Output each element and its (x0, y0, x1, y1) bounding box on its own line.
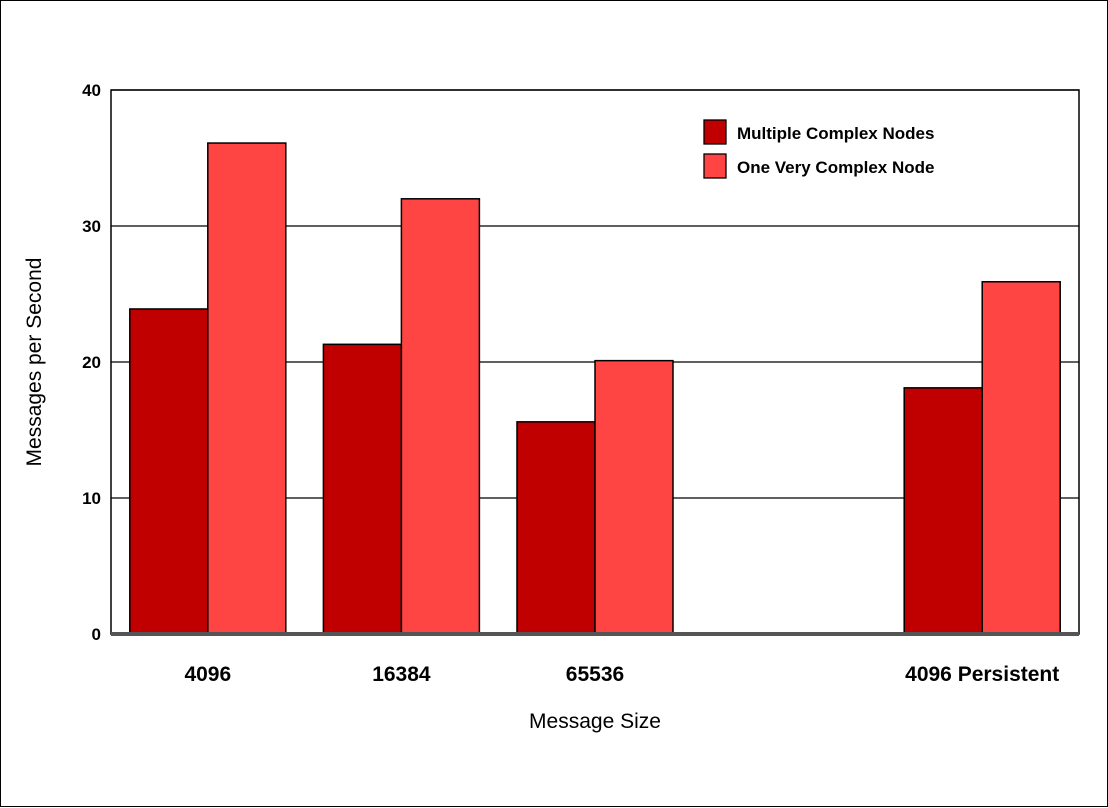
x-category-label: 4096 (184, 663, 231, 686)
bar-multiple-complex-nodes (129, 308, 209, 635)
legend-swatch (703, 153, 727, 179)
bar-multiple-complex-nodes (903, 387, 983, 635)
legend-label: One Very Complex Node (737, 158, 934, 177)
x-category-label: 65536 (566, 663, 624, 686)
legend: Multiple Complex Nodes One Very Complex N… (703, 119, 934, 179)
bar-multiple-complex-nodes (322, 343, 403, 635)
x-category-label: 16384 (372, 663, 431, 686)
y-tick-label: 10 (82, 489, 101, 508)
bar-one-very-complex-node (981, 281, 1061, 635)
x-axis-title: Message Size (529, 710, 661, 733)
y-tick-label: 20 (82, 353, 101, 372)
bar-one-very-complex-node (207, 142, 287, 635)
legend-swatch (703, 119, 727, 145)
y-tick-label: 40 (82, 81, 101, 100)
y-tick-labels: 0 10 20 30 40 (82, 81, 101, 644)
y-tick-label: 0 (92, 625, 101, 644)
legend-label: Multiple Complex Nodes (737, 124, 934, 143)
x-category-label: 4096 Persistent (905, 663, 1059, 686)
bar-one-very-complex-node (400, 198, 481, 635)
bars (129, 142, 1061, 635)
y-axis-title: Messages per Second (23, 258, 46, 467)
bar-multiple-complex-nodes (516, 421, 596, 635)
bar-one-very-complex-node (594, 359, 674, 635)
axes (110, 89, 1080, 636)
y-tick-label: 30 (82, 217, 101, 236)
x-category-labels: 4096 16384 65536 4096 Persistent (184, 663, 1059, 686)
